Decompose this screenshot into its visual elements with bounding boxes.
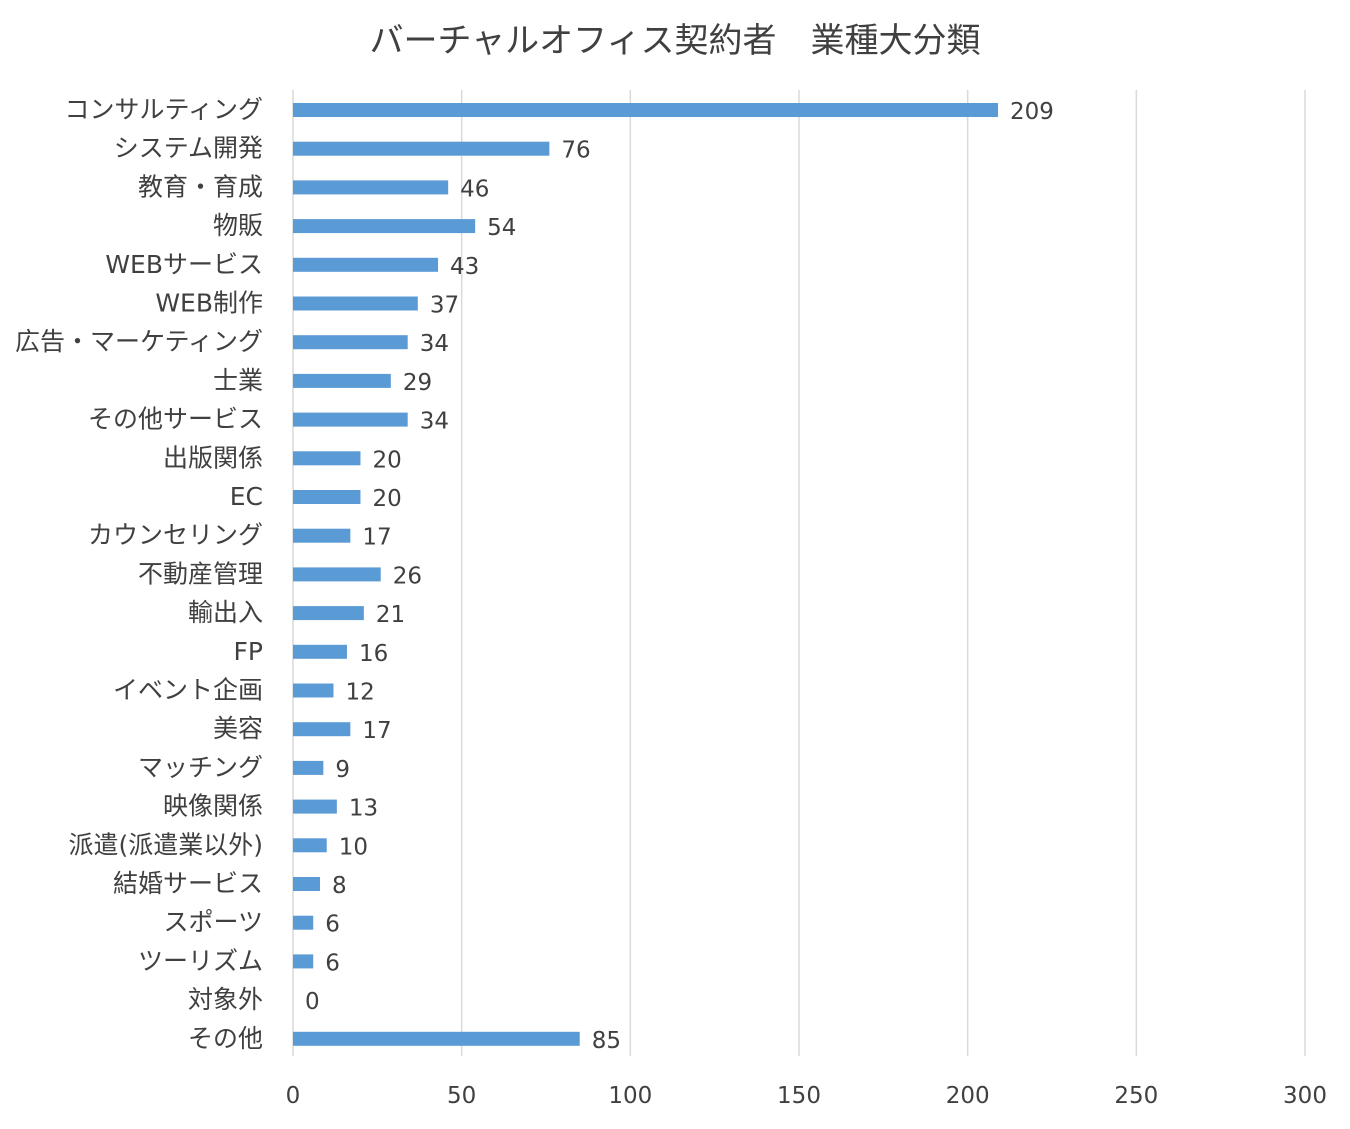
data-labels: 2097646544337342934202017262116121791310… [305, 99, 1054, 1054]
category-label: 結婚サービス [113, 869, 263, 898]
data-label: 43 [450, 254, 479, 280]
bar [293, 103, 999, 117]
bar [293, 799, 337, 814]
bar [293, 373, 391, 388]
bar [293, 683, 334, 698]
data-label: 26 [393, 563, 422, 589]
bar [293, 838, 327, 853]
x-tick-label: 50 [447, 1083, 476, 1109]
category-label: 美容 [213, 714, 263, 743]
category-label: イベント企画 [113, 676, 263, 705]
x-axis-tick-labels: 0 50 100 150 200 250 300 [286, 1083, 1327, 1109]
category-label: 映像関係 [163, 792, 263, 821]
x-tick-label: 300 [1283, 1083, 1327, 1109]
data-label: 21 [376, 602, 405, 628]
bar [293, 141, 550, 156]
data-label: 34 [420, 331, 449, 357]
bar [293, 490, 361, 504]
x-tick-label: 150 [777, 1083, 821, 1109]
category-label: マッチング [138, 753, 263, 782]
chart-title: バーチャルオフィス契約者 業種大分類 [370, 21, 981, 61]
data-label: 16 [359, 641, 388, 667]
bar [293, 606, 364, 621]
category-label: ツーリズム [138, 946, 263, 975]
data-label: 29 [403, 370, 432, 396]
bar [293, 335, 408, 350]
data-label: 10 [339, 834, 368, 860]
data-label: 9 [335, 757, 350, 783]
data-label: 6 [325, 912, 340, 938]
x-tick-label: 0 [286, 1083, 301, 1109]
category-label: EC [230, 482, 263, 511]
grid-lines [292, 90, 1306, 1056]
category-label: 輸出入 [188, 598, 263, 627]
category-label: 派遣(派遣業以外) [68, 830, 263, 859]
data-label: 209 [1010, 99, 1054, 125]
bar [293, 954, 314, 969]
category-label: WEB制作 [155, 289, 263, 318]
bar [293, 296, 418, 311]
category-label: 対象外 [188, 985, 263, 1014]
bar [293, 1031, 580, 1046]
data-label: 12 [345, 680, 374, 706]
category-label: カウンセリング [88, 521, 263, 550]
category-label: 出版関係 [163, 443, 263, 472]
category-label: 士業 [213, 366, 263, 395]
bar [293, 877, 320, 891]
category-label: その他 [188, 1024, 263, 1053]
data-label: 85 [592, 1028, 621, 1054]
data-label: 76 [561, 138, 590, 164]
category-label: システム開発 [114, 134, 263, 163]
bar [293, 257, 439, 272]
bar [293, 644, 347, 659]
x-tick-label: 250 [1114, 1083, 1158, 1109]
category-label: スポーツ [163, 908, 263, 937]
bar [293, 915, 314, 930]
data-label: 0 [305, 989, 320, 1015]
data-label: 54 [487, 215, 516, 241]
bar [293, 760, 324, 775]
category-label: 不動産管理 [138, 559, 263, 588]
bar [293, 722, 351, 737]
category-label: コンサルティング [64, 95, 263, 124]
data-label: 20 [372, 486, 401, 512]
data-label: 6 [325, 950, 340, 976]
data-label: 13 [349, 796, 378, 822]
category-label: 広告・マーケティング [15, 327, 263, 356]
bar [293, 412, 408, 427]
category-label: FP [234, 637, 263, 666]
data-label: 8 [332, 873, 347, 899]
bar [293, 451, 361, 466]
category-label: 物販 [213, 211, 263, 240]
category-label: その他サービス [88, 405, 263, 434]
bar [293, 219, 476, 234]
bar [293, 180, 449, 195]
bars [293, 103, 999, 1046]
data-label: 34 [420, 409, 449, 435]
data-label: 37 [430, 293, 459, 319]
bar [293, 528, 351, 543]
x-tick-label: 200 [946, 1083, 990, 1109]
category-label: 教育・育成 [138, 172, 263, 201]
data-label: 46 [460, 176, 489, 202]
data-label: 20 [372, 447, 401, 473]
bar [293, 567, 381, 582]
x-tick-label: 100 [608, 1083, 652, 1109]
data-label: 17 [362, 718, 391, 744]
category-label: WEBサービス [105, 250, 263, 279]
data-label: 17 [362, 525, 391, 551]
